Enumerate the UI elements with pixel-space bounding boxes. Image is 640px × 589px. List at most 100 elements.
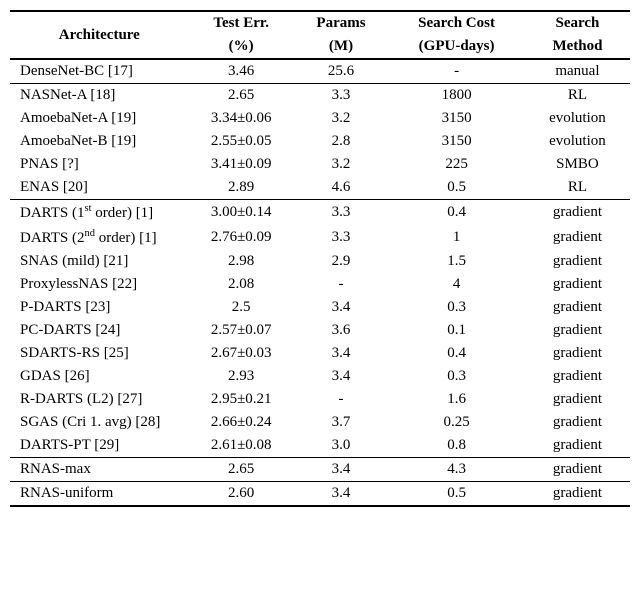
cell-method: RL bbox=[525, 176, 630, 200]
cell-method: gradient bbox=[525, 434, 630, 458]
cell-cost: 0.5 bbox=[388, 482, 525, 507]
cell-cost: 1800 bbox=[388, 84, 525, 108]
cell-params: 2.8 bbox=[294, 130, 389, 153]
cell-params: 3.0 bbox=[294, 434, 389, 458]
cell-cost: 0.5 bbox=[388, 176, 525, 200]
cell-test-err: 2.65 bbox=[189, 458, 294, 482]
cell-architecture: RNAS-max bbox=[10, 458, 189, 482]
cell-params: 25.6 bbox=[294, 59, 389, 84]
table-row: DARTS (2nd order) [1]2.76±0.093.31gradie… bbox=[10, 225, 630, 250]
cell-cost: 3150 bbox=[388, 107, 525, 130]
cell-method: gradient bbox=[525, 365, 630, 388]
table-row: SDARTS-RS [25]2.67±0.033.40.4gradient bbox=[10, 342, 630, 365]
cell-method: gradient bbox=[525, 342, 630, 365]
cell-params: - bbox=[294, 388, 389, 411]
cell-architecture: NASNet-A [18] bbox=[10, 84, 189, 108]
cell-architecture: ENAS [20] bbox=[10, 176, 189, 200]
cell-test-err: 2.5 bbox=[189, 296, 294, 319]
cell-cost: 1 bbox=[388, 225, 525, 250]
header-architecture: Architecture bbox=[10, 11, 189, 59]
cell-method: gradient bbox=[525, 296, 630, 319]
header-params-top: Params bbox=[294, 11, 389, 35]
table-row: P-DARTS [23]2.53.40.3gradient bbox=[10, 296, 630, 319]
cell-params: 3.4 bbox=[294, 342, 389, 365]
cell-params: 3.2 bbox=[294, 153, 389, 176]
cell-architecture: ProxylessNAS [22] bbox=[10, 273, 189, 296]
cell-method: gradient bbox=[525, 411, 630, 434]
header-params-bot: (M) bbox=[294, 35, 389, 59]
cell-cost: 0.25 bbox=[388, 411, 525, 434]
header-cost-bot: (GPU-days) bbox=[388, 35, 525, 59]
cell-method: gradient bbox=[525, 458, 630, 482]
cell-test-err: 2.57±0.07 bbox=[189, 319, 294, 342]
cell-architecture: DenseNet-BC [17] bbox=[10, 59, 189, 84]
cell-architecture: DARTS (1st order) [1] bbox=[10, 200, 189, 226]
cell-cost: 4 bbox=[388, 273, 525, 296]
cell-params: 4.6 bbox=[294, 176, 389, 200]
cell-method: SMBO bbox=[525, 153, 630, 176]
cell-architecture: P-DARTS [23] bbox=[10, 296, 189, 319]
cell-cost: 1.6 bbox=[388, 388, 525, 411]
header-test-err-bot: (%) bbox=[189, 35, 294, 59]
table-row: PC-DARTS [24]2.57±0.073.60.1gradient bbox=[10, 319, 630, 342]
table-body: DenseNet-BC [17]3.4625.6-manualNASNet-A … bbox=[10, 59, 630, 506]
table-row: RNAS-max2.653.44.3gradient bbox=[10, 458, 630, 482]
cell-architecture: PNAS [?] bbox=[10, 153, 189, 176]
cell-test-err: 2.08 bbox=[189, 273, 294, 296]
table-row: GDAS [26]2.933.40.3gradient bbox=[10, 365, 630, 388]
cell-test-err: 3.46 bbox=[189, 59, 294, 84]
cell-test-err: 2.98 bbox=[189, 250, 294, 273]
cell-method: gradient bbox=[525, 482, 630, 507]
cell-cost: 0.8 bbox=[388, 434, 525, 458]
table-row: NASNet-A [18]2.653.31800RL bbox=[10, 84, 630, 108]
table-row: ENAS [20]2.894.60.5RL bbox=[10, 176, 630, 200]
cell-test-err: 3.34±0.06 bbox=[189, 107, 294, 130]
table-row: SGAS (Cri 1. avg) [28]2.66±0.243.70.25gr… bbox=[10, 411, 630, 434]
table-row: ProxylessNAS [22]2.08-4gradient bbox=[10, 273, 630, 296]
header-test-err-top: Test Err. bbox=[189, 11, 294, 35]
cell-test-err: 2.66±0.24 bbox=[189, 411, 294, 434]
cell-cost: 1.5 bbox=[388, 250, 525, 273]
cell-cost: 0.4 bbox=[388, 342, 525, 365]
cell-params: 2.9 bbox=[294, 250, 389, 273]
results-table: Architecture Test Err. Params Search Cos… bbox=[10, 10, 630, 507]
cell-test-err: 2.60 bbox=[189, 482, 294, 507]
cell-method: gradient bbox=[525, 200, 630, 226]
cell-architecture: PC-DARTS [24] bbox=[10, 319, 189, 342]
header-method-bot: Method bbox=[525, 35, 630, 59]
cell-architecture: AmoebaNet-A [19] bbox=[10, 107, 189, 130]
cell-architecture: DARTS-PT [29] bbox=[10, 434, 189, 458]
cell-test-err: 2.61±0.08 bbox=[189, 434, 294, 458]
cell-cost: 225 bbox=[388, 153, 525, 176]
table-row: PNAS [?]3.41±0.093.2225SMBO bbox=[10, 153, 630, 176]
cell-cost: 0.4 bbox=[388, 200, 525, 226]
cell-test-err: 3.00±0.14 bbox=[189, 200, 294, 226]
table-header: Architecture Test Err. Params Search Cos… bbox=[10, 11, 630, 59]
cell-cost: - bbox=[388, 59, 525, 84]
cell-test-err: 2.76±0.09 bbox=[189, 225, 294, 250]
cell-test-err: 2.89 bbox=[189, 176, 294, 200]
cell-params: 3.3 bbox=[294, 84, 389, 108]
table-row: AmoebaNet-B [19]2.55±0.052.83150evolutio… bbox=[10, 130, 630, 153]
table-row: R-DARTS (L2) [27]2.95±0.21-1.6gradient bbox=[10, 388, 630, 411]
cell-architecture: RNAS-uniform bbox=[10, 482, 189, 507]
cell-method: evolution bbox=[525, 130, 630, 153]
cell-method: gradient bbox=[525, 225, 630, 250]
cell-cost: 4.3 bbox=[388, 458, 525, 482]
cell-params: 3.7 bbox=[294, 411, 389, 434]
cell-params: 3.2 bbox=[294, 107, 389, 130]
cell-params: 3.3 bbox=[294, 225, 389, 250]
cell-cost: 0.1 bbox=[388, 319, 525, 342]
cell-params: 3.6 bbox=[294, 319, 389, 342]
cell-architecture: GDAS [26] bbox=[10, 365, 189, 388]
cell-test-err: 2.65 bbox=[189, 84, 294, 108]
cell-architecture: AmoebaNet-B [19] bbox=[10, 130, 189, 153]
cell-cost: 3150 bbox=[388, 130, 525, 153]
table-row: AmoebaNet-A [19]3.34±0.063.23150evolutio… bbox=[10, 107, 630, 130]
table-row: RNAS-uniform2.603.40.5gradient bbox=[10, 482, 630, 507]
table-row: DARTS (1st order) [1]3.00±0.143.30.4grad… bbox=[10, 200, 630, 226]
cell-test-err: 3.41±0.09 bbox=[189, 153, 294, 176]
cell-test-err: 2.67±0.03 bbox=[189, 342, 294, 365]
header-method-top: Search bbox=[525, 11, 630, 35]
cell-method: gradient bbox=[525, 250, 630, 273]
